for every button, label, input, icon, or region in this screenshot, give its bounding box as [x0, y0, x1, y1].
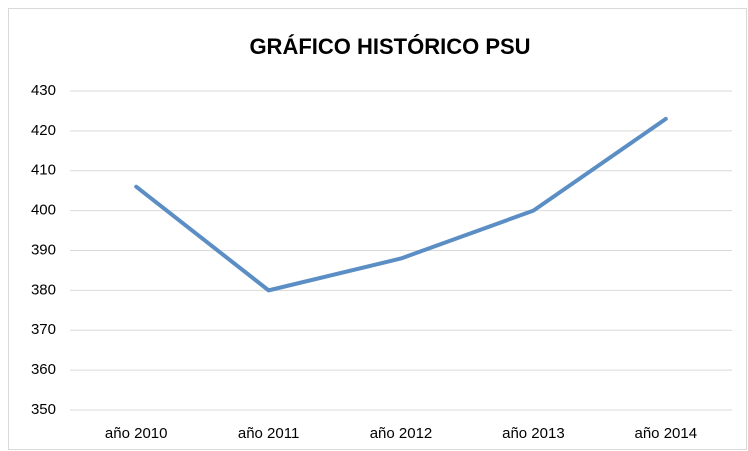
y-tick-label: 400 [31, 202, 56, 219]
y-tick-label: 360 [31, 361, 56, 378]
x-tick-label: año 2010 [105, 425, 168, 442]
chart-title: GRÁFICO HISTÓRICO PSU [249, 34, 530, 59]
chart-frame [8, 8, 747, 450]
y-tick-label: 430 [31, 82, 56, 99]
x-tick-label: año 2014 [635, 425, 698, 442]
y-tick-label: 420 [31, 122, 56, 139]
y-tick-label: 380 [31, 281, 56, 298]
y-tick-label: 350 [31, 401, 56, 418]
x-tick-label: año 2012 [370, 425, 433, 442]
x-tick-label: año 2013 [502, 425, 565, 442]
y-tick-label: 390 [31, 241, 56, 258]
line-series [134, 116, 668, 293]
y-tick-label: 370 [31, 321, 56, 338]
y-tick-label: 410 [31, 162, 56, 179]
x-tick-label: año 2011 [238, 425, 299, 442]
